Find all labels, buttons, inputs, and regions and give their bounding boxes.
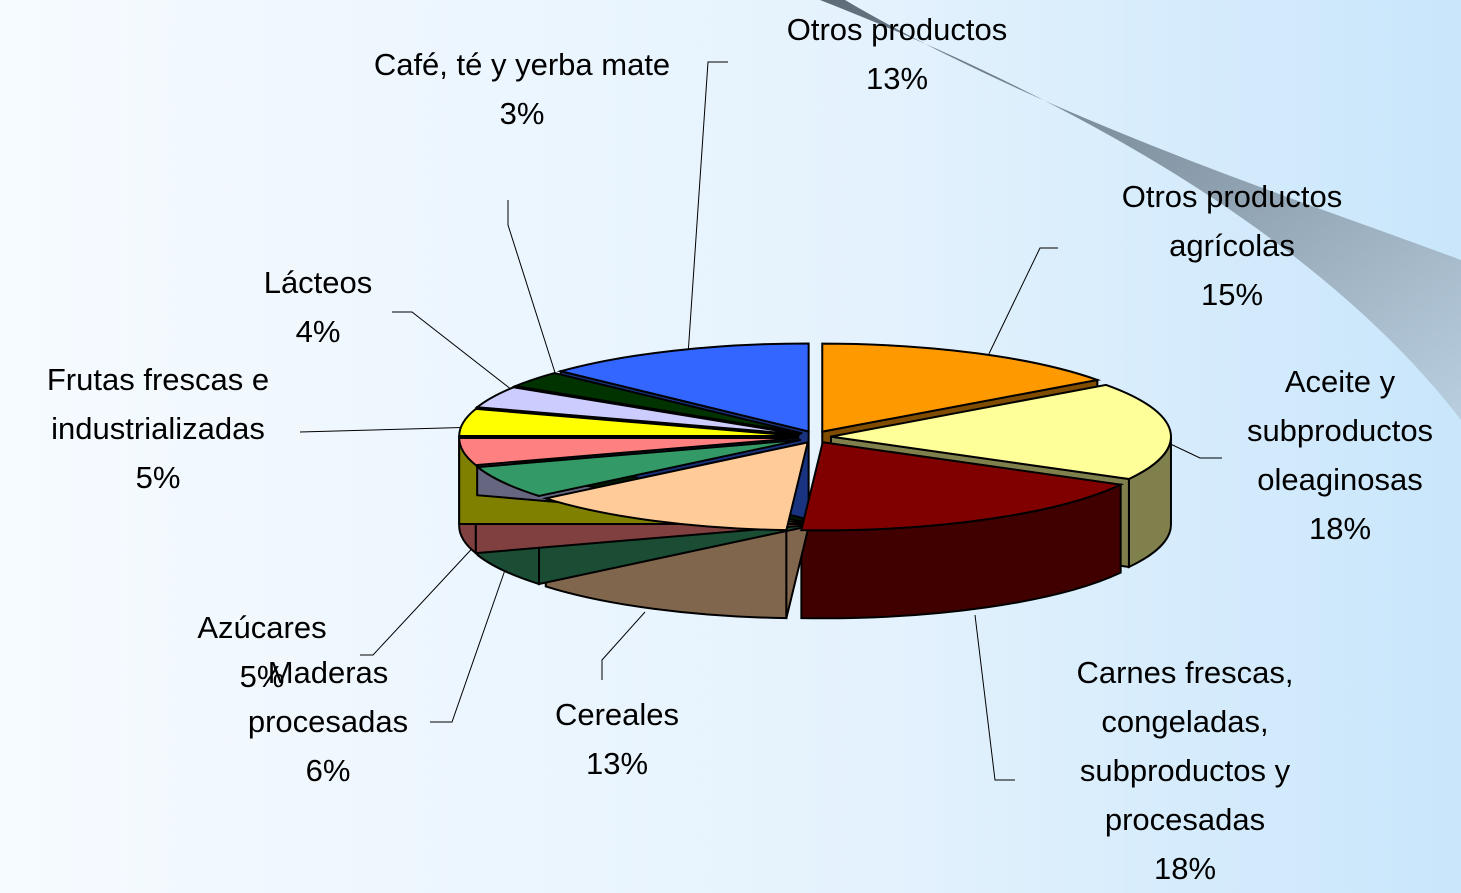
value-label: 5%	[135, 460, 181, 495]
value-label: 3%	[499, 96, 545, 131]
value-label: 15%	[1200, 277, 1264, 312]
category-name: Cereales	[554, 697, 680, 732]
category-name: Otros productos	[786, 12, 1008, 47]
slice-label: Aceite y subproductos oleaginosas 18%	[1220, 357, 1460, 553]
slice-label: Azúcares 5%	[162, 603, 362, 701]
category-name: Azúcares	[197, 610, 327, 645]
slice	[556, 342, 810, 433]
slice-label: Carnes frescas, congeladas, subproductos…	[1025, 648, 1345, 893]
category-name: Frutas frescas e industrializadas	[46, 362, 270, 446]
category-name: Otros productos agrícolas	[1121, 179, 1343, 263]
slice	[511, 372, 803, 435]
slice	[458, 407, 800, 438]
slice-label: Café, té y yerba mate 3%	[372, 40, 672, 138]
slice	[458, 436, 800, 467]
value-label: 5%	[239, 659, 285, 694]
slice-label: Otros productos 13%	[747, 5, 1047, 103]
slice-label: Maderas procesadas 6%	[218, 648, 438, 795]
slice	[475, 438, 802, 498]
value-label: 6%	[305, 753, 351, 788]
value-label: 13%	[585, 746, 649, 781]
category-name: Lácteos	[263, 265, 373, 300]
slice	[830, 383, 1172, 481]
slice-label: Lácteos 4%	[218, 258, 418, 356]
leader-lines	[299, 61, 1222, 781]
value-label: 18%	[1153, 851, 1217, 886]
slice	[474, 386, 801, 436]
slice-label: Frutas frescas e industrializadas 5%	[8, 355, 308, 502]
slice-label: Cereales 13%	[517, 690, 717, 788]
pie	[458, 342, 1172, 620]
slice	[800, 441, 1125, 532]
category-name: Carnes frescas, congeladas, subproductos…	[1076, 655, 1294, 837]
category-name: Aceite y subproductos oleaginosas	[1246, 364, 1434, 497]
value-label: 4%	[295, 314, 341, 349]
value-label: 13%	[865, 61, 929, 96]
slice-label: Otros productos agrícolas 15%	[1082, 172, 1382, 319]
category-name: Maderas procesadas	[247, 655, 409, 739]
slice	[541, 441, 810, 532]
value-label: 18%	[1308, 511, 1372, 546]
slice	[821, 342, 1102, 433]
category-name: Café, té y yerba mate	[373, 47, 671, 82]
